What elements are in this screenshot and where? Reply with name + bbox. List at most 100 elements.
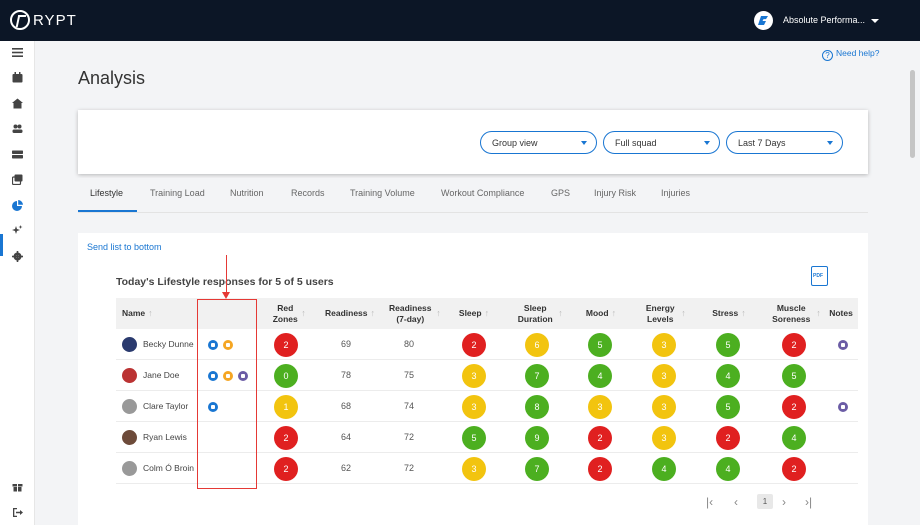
status-icon[interactable]: [208, 402, 218, 412]
gear-icon[interactable]: [12, 251, 23, 262]
header-name[interactable]: Name ↑: [122, 308, 153, 318]
table-row[interactable]: Colm Ó Broin 2 62 72 3 7 2 4 4 2: [116, 453, 858, 484]
help-link[interactable]: ? Need help?: [822, 48, 879, 61]
header-readiness[interactable]: Readiness ↑: [324, 308, 376, 318]
status-icon[interactable]: [238, 371, 248, 381]
lifestyle-card: Send list to bottom Today's Lifestyle re…: [78, 233, 868, 525]
sleep-badge: 3: [462, 395, 486, 419]
pie-chart-icon[interactable]: [12, 200, 23, 211]
readiness-7day-value: 74: [403, 401, 414, 411]
tab-gps[interactable]: GPS: [551, 188, 571, 198]
header-muscle-soreness[interactable]: Muscle Soreness ↑: [772, 302, 821, 324]
sort-arrow-icon: ↑: [681, 308, 686, 318]
athlete-name[interactable]: Ryan Lewis: [143, 432, 187, 442]
send-list-to-bottom-link[interactable]: Send list to bottom: [87, 242, 162, 252]
period-select[interactable]: Last 7 Days: [726, 131, 843, 154]
gallery-icon[interactable]: [12, 174, 23, 185]
sleep-duration-badge: 7: [525, 457, 549, 481]
tab-workout-compliance[interactable]: Workout Compliance: [441, 188, 525, 198]
first-page-icon[interactable]: |‹: [706, 495, 714, 509]
users-icon[interactable]: [12, 123, 23, 134]
tab-lifestyle[interactable]: Lifestyle: [90, 188, 124, 198]
status-icon[interactable]: [208, 340, 218, 350]
mood-badge: 2: [588, 457, 612, 481]
readiness-value: 78: [340, 370, 351, 380]
energy-badge: 3: [652, 364, 676, 388]
header-mood[interactable]: Mood ↑: [585, 308, 617, 318]
avatar: [122, 399, 137, 414]
table-row[interactable]: Becky Dunne 2 69 80 2 6 5 3 5 2: [116, 329, 858, 360]
gift-icon[interactable]: [12, 481, 23, 492]
header-stress[interactable]: Stress ↑: [712, 308, 746, 318]
logo-text: RYPT: [33, 12, 77, 29]
period-value: Last 7 Days: [738, 138, 786, 148]
squad-value: Full squad: [615, 138, 657, 148]
chevron-down-icon[interactable]: [871, 19, 879, 23]
athlete-name[interactable]: Colm Ó Broin: [143, 463, 195, 473]
sleep-duration-badge: 7: [525, 364, 549, 388]
table-row[interactable]: Jane Doe 0 78 75 3 7 4 3 4 5: [116, 360, 858, 391]
scrollbar[interactable]: [910, 70, 915, 158]
header-red-zones[interactable]: Red Zones ↑: [272, 302, 306, 324]
note-icon[interactable]: [838, 340, 848, 350]
readiness-value: 68: [340, 401, 351, 411]
athlete-name[interactable]: Jane Doe: [143, 370, 180, 380]
table-row[interactable]: Clare Taylor 1 68 74 3 8 3 3 5 2: [116, 391, 858, 422]
status-icon[interactable]: [223, 340, 233, 350]
menu-icon[interactable]: [12, 47, 23, 58]
header-sleep[interactable]: Sleep ↑: [458, 308, 490, 318]
storage-icon[interactable]: [12, 149, 23, 160]
pdf-export-icon[interactable]: [811, 266, 828, 286]
athlete-name[interactable]: Becky Dunne: [143, 339, 194, 349]
red-zones-badge: 0: [274, 364, 298, 388]
sparkles-icon[interactable]: [12, 225, 23, 236]
help-label: Need help?: [836, 48, 880, 58]
logout-icon[interactable]: [12, 507, 23, 518]
sleep-duration-badge: 6: [525, 333, 549, 357]
stress-badge: 2: [716, 426, 740, 450]
group-view-select[interactable]: Group view: [480, 131, 597, 154]
annotation-highlight-box: [197, 299, 257, 489]
next-page-icon[interactable]: ›: [782, 495, 786, 509]
squad-select[interactable]: Full squad: [603, 131, 720, 154]
table-row[interactable]: Ryan Lewis 2 64 72 5 9 2 3 2 4: [116, 422, 858, 453]
last-page-icon[interactable]: ›|: [805, 495, 813, 509]
header-readiness-7day[interactable]: Readiness (7-day) ↑: [388, 302, 441, 324]
home-icon[interactable]: [12, 98, 23, 109]
mood-badge: 5: [588, 333, 612, 357]
athlete-name[interactable]: Clare Taylor: [143, 401, 189, 411]
mood-badge: 4: [588, 364, 612, 388]
org-avatar[interactable]: [754, 11, 773, 30]
status-icon[interactable]: [223, 371, 233, 381]
table-header: Name ↑ Red Zones ↑ Readiness ↑ Readiness (7…: [116, 298, 858, 329]
tab-training-load[interactable]: Training Load: [150, 188, 205, 198]
annotation-arrowhead: [222, 292, 230, 299]
tab-injury-risk[interactable]: Injury Risk: [594, 188, 637, 198]
sort-arrow-icon: ↑: [741, 308, 746, 318]
prev-page-icon[interactable]: ‹: [734, 495, 738, 509]
stress-badge: 5: [716, 333, 740, 357]
sort-arrow-icon: ↑: [611, 308, 617, 318]
current-page[interactable]: 1: [757, 494, 773, 509]
chevron-down-icon: [704, 141, 710, 145]
red-zones-badge: 1: [274, 395, 298, 419]
tab-nutrition[interactable]: Nutrition: [230, 188, 264, 198]
header-energy[interactable]: Energy Levels ↑: [645, 302, 686, 324]
tab-training-volume[interactable]: Training Volume: [350, 188, 415, 198]
sleep-badge: 3: [462, 364, 486, 388]
soreness-badge: 4: [782, 426, 806, 450]
stress-badge: 4: [716, 364, 740, 388]
status-icon[interactable]: [208, 371, 218, 381]
top-bar: RYPT Absolute Performa...: [0, 0, 920, 41]
tab-injuries[interactable]: Injuries: [661, 188, 691, 198]
sleep-badge: 5: [462, 426, 486, 450]
red-zones-badge: 2: [274, 333, 298, 357]
tab-records[interactable]: Records: [291, 188, 325, 198]
note-icon[interactable]: [838, 402, 848, 412]
responses-heading: Today's Lifestyle responses for 5 of 5 u…: [116, 276, 334, 288]
org-name[interactable]: Absolute Performa...: [783, 15, 866, 25]
header-sleep-duration[interactable]: Sleep Duration ↑: [517, 302, 563, 324]
calendar-icon[interactable]: [12, 72, 23, 83]
avatar: [122, 337, 137, 352]
logo-icon: [10, 10, 30, 30]
